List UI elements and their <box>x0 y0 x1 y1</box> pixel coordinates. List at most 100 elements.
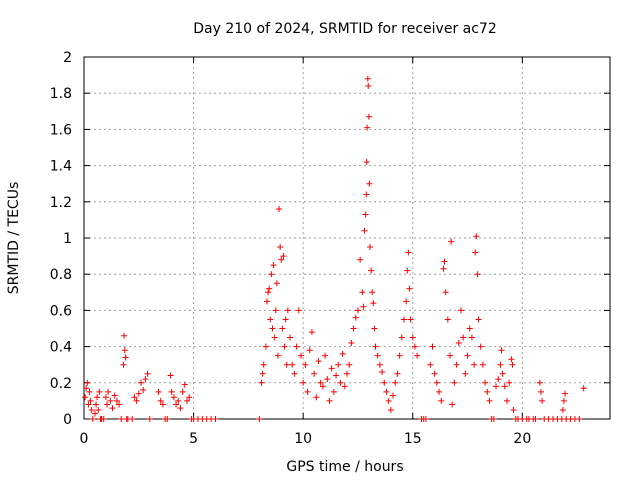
data-point <box>455 339 462 346</box>
data-point <box>404 267 411 274</box>
data-point <box>407 316 414 323</box>
data-point <box>328 365 335 372</box>
data-point <box>326 397 333 404</box>
data-point <box>466 325 473 332</box>
data-point <box>317 379 324 386</box>
data-point <box>88 406 95 413</box>
data-point <box>322 352 329 359</box>
data-point <box>170 394 177 401</box>
data-point <box>83 385 90 392</box>
data-point <box>300 379 307 386</box>
data-point <box>510 406 517 413</box>
data-point <box>120 361 127 368</box>
data-point <box>109 405 116 412</box>
data-point <box>289 361 296 368</box>
y-tick-label: 1.4 <box>50 159 72 175</box>
data-point <box>122 354 129 361</box>
data-point <box>319 383 326 390</box>
data-point <box>370 300 377 307</box>
y-tick-label: 1.8 <box>50 86 72 102</box>
data-point <box>302 361 309 368</box>
data-point <box>431 370 438 377</box>
data-point <box>429 343 436 350</box>
data-point <box>436 388 443 395</box>
data-point <box>267 316 274 323</box>
data-point <box>537 388 544 395</box>
data-point <box>365 82 372 89</box>
data-point <box>477 343 484 350</box>
data-point <box>499 370 506 377</box>
data-point <box>501 383 508 390</box>
data-point <box>137 379 144 386</box>
data-point <box>256 416 263 422</box>
x-tick-label: 15 <box>404 431 422 447</box>
data-point <box>448 238 455 245</box>
data-point <box>472 249 479 256</box>
data-point <box>270 262 277 269</box>
data-point <box>344 370 350 377</box>
data-point <box>113 397 120 404</box>
data-point <box>363 158 370 165</box>
y-tick-label: 1.6 <box>50 122 72 138</box>
data-point <box>102 394 109 401</box>
data-point <box>383 388 390 395</box>
grid-lines <box>84 57 610 419</box>
data-point <box>157 397 164 404</box>
data-point <box>284 307 291 314</box>
data-point <box>339 350 346 357</box>
data-point <box>350 325 357 332</box>
data-point <box>422 416 429 422</box>
y-tick-label: 1.2 <box>50 195 72 211</box>
data-point <box>274 352 281 359</box>
data-point <box>371 325 378 332</box>
data-point <box>539 397 546 404</box>
data-point <box>121 347 128 354</box>
data-point <box>291 370 298 377</box>
data-point <box>403 298 410 305</box>
x-tick-label: 10 <box>294 431 312 447</box>
data-point <box>405 249 412 256</box>
data-point <box>357 256 364 263</box>
data-point <box>273 280 280 287</box>
data-point <box>181 381 188 388</box>
data-point <box>144 370 151 377</box>
data-point <box>337 379 344 386</box>
data-point <box>474 271 481 278</box>
data-point <box>442 289 449 296</box>
data-point <box>135 390 142 397</box>
data-point <box>348 339 355 346</box>
data-point <box>479 361 486 368</box>
data-point <box>532 416 539 422</box>
data-point <box>104 401 111 408</box>
data-point <box>93 401 100 408</box>
data-point <box>376 361 383 368</box>
data-point <box>460 334 467 341</box>
data-point <box>95 406 102 413</box>
data-point <box>295 307 302 314</box>
data-point <box>346 361 353 368</box>
data-point <box>311 370 318 377</box>
data-point <box>118 416 125 422</box>
data-point <box>212 416 219 422</box>
data-point <box>282 316 289 323</box>
data-point <box>82 394 89 401</box>
data-point <box>374 352 381 359</box>
data-point <box>411 343 418 350</box>
data-point <box>86 388 93 395</box>
data-point <box>453 361 460 368</box>
data-point <box>164 416 171 422</box>
data-point <box>406 285 413 292</box>
data-point <box>493 383 500 390</box>
data-point <box>94 394 101 401</box>
data-point <box>264 298 271 305</box>
data-point <box>333 372 340 379</box>
data-point <box>280 253 287 260</box>
data-point <box>146 416 153 422</box>
data-point <box>580 385 587 392</box>
data-point <box>173 401 180 408</box>
data-point <box>433 379 440 386</box>
data-point <box>260 361 267 368</box>
data-point <box>503 397 510 404</box>
data-point <box>100 416 107 422</box>
